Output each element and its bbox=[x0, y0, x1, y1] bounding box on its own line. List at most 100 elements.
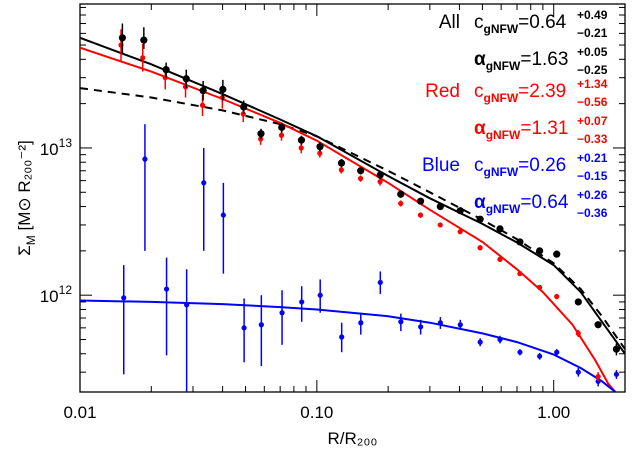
x-tick-label: 0.01 bbox=[63, 403, 96, 422]
data-point bbox=[278, 132, 285, 138]
x-tick-label: 0.10 bbox=[300, 403, 333, 422]
y-tick-label: 1013 bbox=[40, 136, 73, 159]
annotation-group-label: Blue bbox=[422, 155, 460, 176]
x-axis-label: R/R₂₀₀ bbox=[328, 429, 378, 448]
data-point bbox=[537, 353, 543, 359]
data-point bbox=[516, 238, 524, 246]
data-point bbox=[377, 179, 383, 185]
plot-frame bbox=[79, 3, 626, 393]
annotation-alpha: αgNFW=1.31 bbox=[474, 118, 568, 142]
data-point bbox=[162, 75, 168, 81]
data-point bbox=[457, 322, 463, 328]
data-point bbox=[613, 371, 620, 377]
data-point bbox=[316, 143, 324, 151]
annotation-group-label: Red bbox=[425, 81, 460, 102]
param-symbol: α bbox=[474, 49, 486, 70]
param-subscript: gNFW bbox=[486, 59, 521, 73]
data-point bbox=[339, 334, 345, 340]
param-symbol: c bbox=[474, 155, 484, 176]
data-point bbox=[497, 256, 503, 263]
y-tick-exponent: 13 bbox=[59, 136, 73, 150]
data-point bbox=[358, 320, 364, 326]
data-point bbox=[357, 167, 365, 175]
data-point bbox=[418, 324, 424, 330]
param-upper-error: +0.26 bbox=[577, 188, 608, 202]
data-point bbox=[437, 320, 443, 326]
data-point bbox=[417, 212, 424, 218]
data-point bbox=[398, 200, 404, 207]
param-symbol: α bbox=[474, 118, 486, 139]
param-lower-error: −0.25 bbox=[577, 63, 608, 77]
param-subscript: gNFW bbox=[484, 91, 519, 105]
param-subscript: gNFW bbox=[484, 22, 519, 36]
data-point bbox=[575, 330, 581, 337]
annotation-concentration: cgNFW=2.39 bbox=[474, 81, 566, 105]
data-point bbox=[436, 202, 444, 211]
data-point bbox=[257, 130, 265, 138]
param-lower-error: −0.33 bbox=[577, 132, 608, 146]
param-value: =1.31 bbox=[520, 118, 568, 139]
param-subscript: gNFW bbox=[486, 128, 521, 142]
param-upper-error: +0.07 bbox=[577, 114, 608, 128]
annotation-group-label: All bbox=[439, 12, 460, 33]
data-point bbox=[416, 197, 425, 205]
param-upper-error: +0.21 bbox=[577, 151, 608, 165]
data-point bbox=[140, 36, 148, 44]
y-axis-units: [M⊙ R₂₀₀⁻²] bbox=[15, 140, 34, 235]
series-blue bbox=[121, 124, 620, 392]
annotation-concentration: cgNFW=0.26 bbox=[474, 155, 566, 179]
param-lower-error: −0.15 bbox=[577, 169, 608, 183]
data-point bbox=[575, 369, 581, 375]
param-symbol: α bbox=[474, 192, 486, 213]
y-tick-base: 10 bbox=[40, 287, 59, 306]
data-point bbox=[437, 222, 443, 228]
param-subscript: gNFW bbox=[486, 202, 521, 216]
param-upper-error: +0.05 bbox=[577, 45, 608, 59]
fit-curve-all-dashed bbox=[80, 87, 625, 350]
data-point bbox=[278, 123, 286, 131]
annotation-concentration: cgNFW=0.64 bbox=[474, 12, 567, 36]
data-point bbox=[594, 321, 602, 329]
param-value: =0.64 bbox=[518, 12, 567, 33]
data-point bbox=[201, 180, 207, 186]
data-point bbox=[297, 136, 306, 144]
data-point bbox=[258, 322, 264, 328]
data-point bbox=[279, 310, 285, 316]
param-symbol: c bbox=[474, 12, 484, 33]
y-tick-base: 10 bbox=[40, 140, 59, 159]
param-value: =2.39 bbox=[518, 81, 566, 102]
y-tick-label: 1012 bbox=[40, 283, 73, 306]
annotation-alpha: αgNFW=0.64 bbox=[474, 192, 569, 216]
data-point bbox=[338, 167, 344, 173]
data-point bbox=[554, 293, 560, 300]
data-point bbox=[317, 150, 323, 156]
data-point bbox=[241, 325, 247, 331]
data-point bbox=[517, 349, 523, 355]
data-point bbox=[220, 212, 226, 218]
data-point bbox=[457, 229, 463, 235]
data-point bbox=[299, 299, 305, 305]
y-axis-label: ΣM [M⊙ R₂₀₀⁻²] bbox=[15, 140, 38, 255]
data-point bbox=[553, 250, 561, 258]
series-all bbox=[118, 23, 621, 356]
param-symbol: c bbox=[474, 81, 484, 102]
annotation-alpha: αgNFW=1.63 bbox=[474, 49, 568, 73]
data-point bbox=[219, 85, 227, 93]
param-value: =0.64 bbox=[520, 192, 569, 213]
data-point bbox=[163, 286, 170, 292]
data-point bbox=[142, 156, 148, 162]
data-point bbox=[199, 102, 206, 108]
fit-curve-blue bbox=[80, 299, 617, 392]
data-point bbox=[377, 279, 383, 286]
param-subscript: gNFW bbox=[484, 165, 519, 179]
param-upper-error: +1.34 bbox=[577, 77, 608, 91]
data-point bbox=[612, 345, 621, 353]
data-point bbox=[162, 66, 170, 74]
data-point bbox=[595, 373, 601, 380]
data-point bbox=[240, 103, 248, 111]
data-point bbox=[398, 319, 404, 325]
